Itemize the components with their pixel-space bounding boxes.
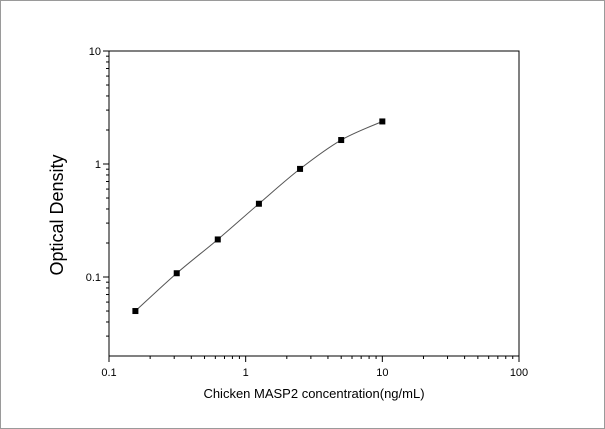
plot-area-border — [108, 50, 520, 357]
x-tick-label: 10 — [376, 367, 388, 379]
y-tick-label: 10 — [89, 46, 101, 58]
data-point — [214, 236, 221, 243]
x-tick-label: 1 — [243, 367, 249, 379]
data-point — [379, 118, 386, 125]
y-axis-label: Optical Density — [47, 154, 67, 275]
ticks: 0.1 1 10 100 0.1 1 10 — [86, 46, 528, 379]
x-axis-label: Chicken MASP2 concentration(ng/mL) — [203, 386, 424, 401]
y-tick-label: 1 — [95, 159, 101, 171]
fit-curve — [135, 120, 383, 312]
data-points — [132, 118, 386, 315]
data-point — [297, 165, 304, 172]
x-tick-label: 100 — [510, 367, 528, 379]
fit-curve-group — [135, 120, 383, 312]
data-point — [132, 308, 139, 315]
data-point — [255, 200, 262, 207]
data-point — [338, 137, 345, 144]
y-tick-label: 0.1 — [86, 272, 101, 284]
axes — [108, 50, 520, 357]
data-point — [173, 270, 180, 277]
x-tick-label: 0.1 — [101, 367, 116, 379]
